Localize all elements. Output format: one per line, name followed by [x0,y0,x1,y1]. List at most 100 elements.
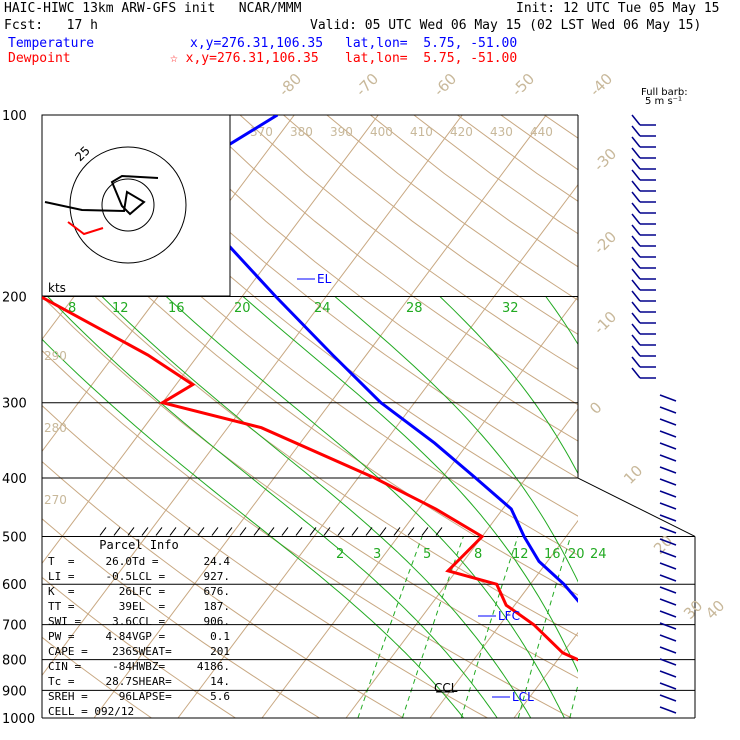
parcel-value: 236 [112,645,132,658]
wind-barb-low [659,490,677,498]
forecast-hour: Fcst: 17 h [4,18,98,33]
wind-barb-low [659,706,677,714]
moist-adiabat [334,296,578,583]
parcel-value: 24.4 [203,555,231,568]
hodograph-ring-outer [69,146,187,264]
freezing-tick [183,527,191,536]
pressure-label-700: 700 [2,619,27,634]
wind-barb-flag [631,224,641,236]
wind-barb-flag [631,301,641,313]
theta-label: 440 [530,125,553,139]
parcel-value: 676. [203,585,231,598]
parcel-value: 3.6 [112,615,132,628]
theta-label: 410 [410,125,433,139]
freezing-tick [323,527,331,536]
temperature-xy: x,y=276.31,106.35 [190,36,324,51]
dry-adiabat [675,115,740,718]
parcel-key: LAPSE= [132,690,172,703]
freezing-tick [211,527,219,536]
wind-barb-low [659,406,677,414]
parcel-value: 96 [118,690,132,703]
mixing-ratio-label-lower: 12 [512,547,529,562]
wind-barb-low [659,502,677,510]
parcel-value: 5.6 [210,690,230,703]
hodograph-trace [44,174,159,216]
parcel-value: 927. [203,570,231,583]
freezing-tick [127,527,135,536]
freezing-tick [239,527,247,536]
freezing-tick [169,527,177,536]
moist-adiabat [638,297,733,719]
parcel-row: SWI = 3.6 CCL = 906. [48,614,230,629]
wind-barb-low [659,622,677,630]
freezing-tick [281,527,289,536]
chart-title: HAIC-HIWC 13km ARW-GFS init NCAR/MMM [4,1,302,16]
isotherm [513,631,578,719]
isotherm-label: 40 [702,597,728,623]
parcel-key: LI = [48,570,75,583]
dewpoint-label: Dewpoint [8,51,71,66]
freezing-tick [421,527,429,536]
theta-label: 380 [290,125,313,139]
parcel-value: 0.1 [210,630,230,643]
barb-legend-line1: Full barb: [641,87,688,98]
parcel-key: Tc = [48,675,75,688]
dry-adiabat [588,115,740,718]
wind-barb-low [659,466,677,474]
isotherm-label: -10 [590,308,620,338]
mixing-ratio-line [517,536,572,719]
wind-barb-flag [631,114,641,126]
cell-readout: CELL = 092/12 [48,705,135,718]
mixing-ratio-label-lower: 3 [373,547,381,562]
freezing-tick [435,527,443,536]
wind-barb-low [659,670,677,678]
parcel-row: PW = 4.84 VGP = 0.1 [48,629,230,644]
dry-adiabat [109,115,578,479]
parcel-row: Tc = 28.7 SHEAR= 14. [48,674,230,689]
freezing-tick [253,527,261,536]
wind-barb-flag [631,323,641,335]
dewpoint-xy: ☆ x,y=276.31,106.35 [170,51,319,66]
isotherm-label: -50 [508,70,538,100]
isotherm-label: 10 [620,462,646,488]
mixing-ratio-label-lower: 24 [590,547,607,562]
wind-barb-low [659,634,677,642]
freezing-tick [267,527,275,536]
dry-adiabat [42,295,578,679]
dewpoint-latlon: lat,lon= 5.75, -51.00 [345,51,518,66]
wind-barb-low [659,610,677,618]
freezing-tick [393,527,401,536]
dry-adiabat [65,115,578,517]
wind-barb-low [659,430,677,438]
parcel-key: SWI = [48,615,82,628]
dry-adiabat [42,576,236,719]
right-axis-slant [577,477,696,537]
isotherm [261,295,578,719]
dry-adiabat [370,115,578,268]
parcel-key: Td = [132,555,159,568]
dry-adiabat [631,115,740,718]
parcel-value: 28.7 [105,675,133,688]
hodograph-box [41,114,231,297]
wind-barb-flag [631,202,641,214]
parcel-key: CAPE = [48,645,88,658]
mixing-ratio-label-lower: 16 [544,547,561,562]
isotherm-label: 0 [586,398,605,417]
parcel-value: 39 [118,600,132,613]
parcel-value: 26.0 [105,555,133,568]
theta-label: 390 [330,125,353,139]
theta-label: 370 [250,125,273,139]
dry-adiabat [326,115,578,301]
wind-barb-low [659,442,677,450]
pressure-label-1000: 1000 [2,712,35,727]
level-label-lfc: LFC [498,609,520,623]
parcel-key: K = [48,585,75,598]
freezing-tick [141,527,149,536]
mixing-ratio-label-lower: 5 [423,547,431,562]
parcel-value: 4186. [196,660,230,673]
parcel-row: CAPE = 236 SWEAT= 201 [48,644,230,659]
pressure-label-600: 600 [2,578,27,593]
parcel-key: VGP = [132,630,166,643]
parcel-value: 26 [118,585,132,598]
